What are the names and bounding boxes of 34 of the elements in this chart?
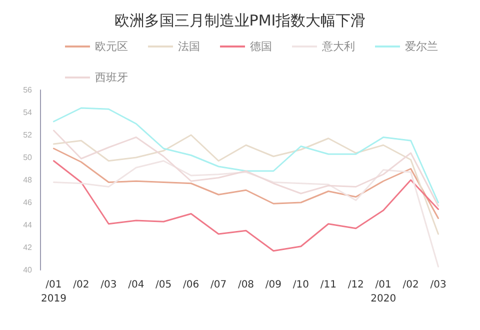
chart-title: 欧洲多国三月制造业PMI指数大幅下滑 bbox=[114, 12, 366, 30]
legend-label: 意大利 bbox=[321, 40, 355, 53]
x-tick-label: /03 bbox=[430, 280, 446, 290]
y-tick-label: 56 bbox=[23, 86, 33, 94]
y-tick-label: 52 bbox=[23, 130, 33, 140]
x-tick-label: /01 2020 bbox=[370, 280, 396, 304]
x-tick-label: /10 bbox=[292, 280, 309, 290]
y-tick-label: 50 bbox=[23, 153, 33, 162]
line-series bbox=[52, 107, 440, 204]
x-tick-label: /03 bbox=[100, 280, 117, 290]
y-tick-label: 48 bbox=[23, 176, 33, 184]
legend-label: 法国 bbox=[178, 40, 200, 53]
x-tick-label: /05 bbox=[156, 280, 172, 290]
legend-label: 德国 bbox=[250, 40, 272, 53]
x-tick-label: /09 bbox=[265, 280, 282, 290]
legend-label: 欧元区 bbox=[95, 40, 128, 53]
y-tick-label: 42 bbox=[23, 243, 33, 252]
legend-label: 爱尔兰 bbox=[405, 40, 438, 53]
x-tick-label: /06 bbox=[183, 280, 200, 290]
legend-label: 西班牙 bbox=[95, 71, 128, 84]
y-tick-label: 40 bbox=[23, 266, 33, 274]
x-tick-label: /04 bbox=[128, 280, 144, 290]
x-tick-label: /08 bbox=[238, 280, 254, 290]
x-tick-label: /11 bbox=[320, 280, 336, 290]
y-tick-label: 44 bbox=[23, 220, 33, 230]
line-series bbox=[52, 148, 440, 219]
line-series bbox=[52, 134, 440, 235]
x-tick-label: /12 bbox=[348, 280, 364, 290]
x-tick-label: /02 bbox=[402, 280, 419, 290]
x-tick-label: /02 bbox=[73, 280, 90, 290]
x-tick-label: /07 bbox=[210, 280, 227, 290]
y-tick-label: 54 bbox=[23, 108, 33, 117]
y-tick-label: 46 bbox=[23, 198, 33, 207]
x-tick-label: /01 2019 bbox=[41, 280, 66, 304]
